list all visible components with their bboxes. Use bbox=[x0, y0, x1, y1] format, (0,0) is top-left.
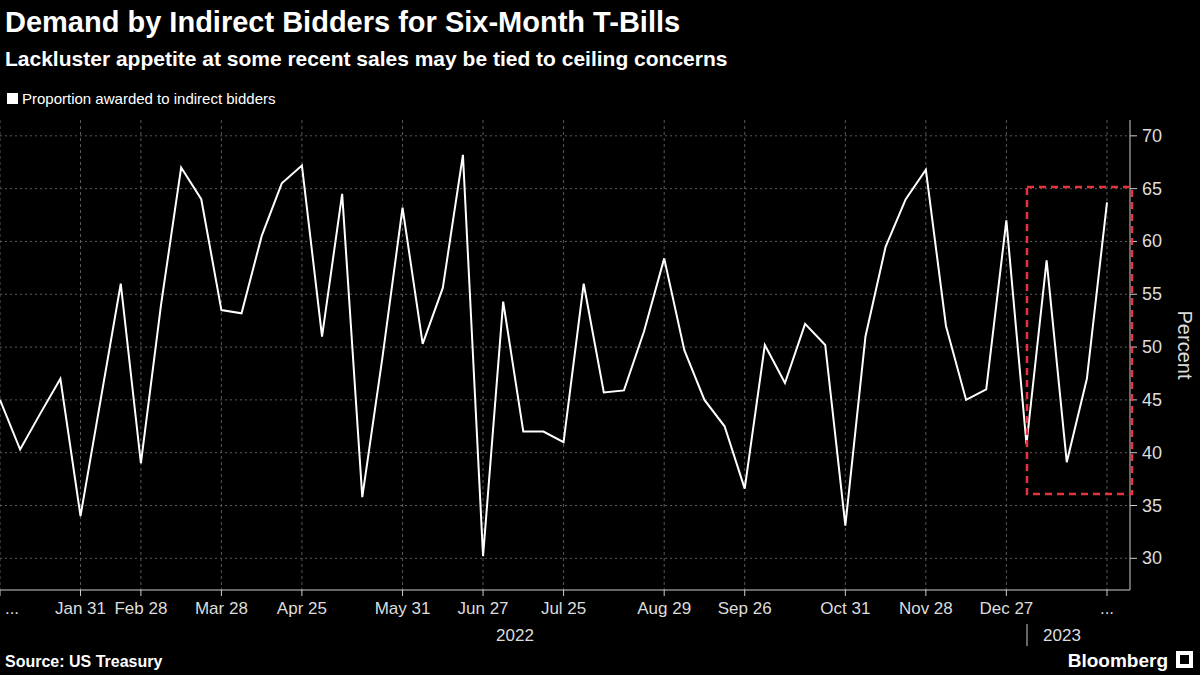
x-tick-label: Jul 25 bbox=[541, 599, 586, 618]
y-tick-label: 55 bbox=[1142, 284, 1162, 304]
y-tick-label: 30 bbox=[1142, 548, 1162, 568]
chart-svg: Demand by Indirect Bidders for Six-Month… bbox=[0, 0, 1200, 675]
x-grid-line bbox=[925, 120, 926, 590]
y-grid-line bbox=[0, 452, 1130, 453]
x-tick bbox=[1006, 590, 1007, 596]
y-tick bbox=[1130, 505, 1137, 506]
x-tick bbox=[0, 590, 1, 596]
x-tick-label: Jun 27 bbox=[458, 599, 509, 618]
y-tick-label: 65 bbox=[1142, 179, 1162, 199]
x-grid-line bbox=[140, 120, 141, 590]
x-group-label: 2022 bbox=[496, 626, 534, 645]
y-grid-line bbox=[0, 135, 1130, 136]
x-grid-line bbox=[1107, 120, 1108, 590]
y-tick-label: 50 bbox=[1142, 337, 1162, 357]
y-tick bbox=[1130, 294, 1137, 295]
x-tick-label: Mar 28 bbox=[195, 599, 248, 618]
brand-icon bbox=[1176, 651, 1193, 668]
x-grid-line bbox=[0, 120, 1, 590]
x-tick-label: Oct 31 bbox=[820, 599, 870, 618]
x-axis-line bbox=[0, 590, 1130, 591]
brand-icon-inner bbox=[1180, 655, 1189, 664]
legend-swatch bbox=[7, 93, 18, 104]
source: Source: US Treasury bbox=[5, 653, 163, 670]
y-tick-label: 35 bbox=[1142, 496, 1162, 516]
x-tick bbox=[845, 590, 846, 596]
y-tick bbox=[1130, 452, 1137, 453]
y-grid-line bbox=[0, 188, 1130, 189]
x-tick-label: ... bbox=[5, 599, 19, 618]
x-tick bbox=[744, 590, 745, 596]
y-axis-line bbox=[1130, 120, 1131, 590]
y-grid-line bbox=[0, 294, 1130, 295]
x-tick-label: Apr 25 bbox=[277, 599, 327, 618]
x-tick-label: Sep 26 bbox=[718, 599, 772, 618]
x-tick bbox=[80, 590, 81, 596]
x-tick bbox=[483, 590, 484, 596]
y-grid-line bbox=[0, 505, 1130, 506]
highlight-box bbox=[1027, 187, 1132, 494]
brand: Bloomberg bbox=[1068, 650, 1168, 671]
x-tick-label: ... bbox=[1100, 599, 1114, 618]
x-tick-label: Aug 29 bbox=[637, 599, 691, 618]
year-separator bbox=[1027, 624, 1028, 646]
y-tick bbox=[1130, 188, 1137, 189]
x-grid-line bbox=[80, 120, 81, 590]
x-tick bbox=[402, 590, 403, 596]
y-grid-line bbox=[0, 558, 1130, 559]
y-tick bbox=[1130, 558, 1137, 559]
y-axis-label: Percent bbox=[1174, 311, 1196, 380]
x-tick-label: Jan 31 bbox=[55, 599, 106, 618]
y-grid-line bbox=[0, 347, 1130, 348]
x-grid-line bbox=[402, 120, 403, 590]
background bbox=[0, 0, 1200, 675]
x-grid-line bbox=[744, 120, 745, 590]
x-tick-label: Nov 28 bbox=[899, 599, 953, 618]
x-tick-label: May 31 bbox=[375, 599, 431, 618]
x-tick bbox=[140, 590, 141, 596]
x-tick-label: Dec 27 bbox=[979, 599, 1033, 618]
x-tick bbox=[1107, 590, 1108, 596]
x-group-label: 2023 bbox=[1043, 626, 1081, 645]
x-tick-label: Feb 28 bbox=[114, 599, 167, 618]
x-grid-line bbox=[221, 120, 222, 590]
y-tick-label: 45 bbox=[1142, 390, 1162, 410]
y-tick-label: 40 bbox=[1142, 443, 1162, 463]
x-grid-line bbox=[1006, 120, 1007, 590]
x-tick bbox=[301, 590, 302, 596]
x-grid-line bbox=[664, 120, 665, 590]
title: Demand by Indirect Bidders for Six-Month… bbox=[5, 6, 680, 38]
y-tick-label: 70 bbox=[1142, 126, 1162, 146]
series-line bbox=[0, 155, 1107, 556]
x-tick bbox=[563, 590, 564, 596]
x-grid-line bbox=[301, 120, 302, 590]
plot-group bbox=[0, 155, 1107, 556]
x-tick bbox=[221, 590, 222, 596]
x-grid-line bbox=[563, 120, 564, 590]
x-grid-line bbox=[483, 120, 484, 590]
chart-container: Demand by Indirect Bidders for Six-Month… bbox=[0, 0, 1200, 675]
subtitle: Lackluster appetite at some recent sales… bbox=[5, 47, 727, 70]
y-tick-label: 60 bbox=[1142, 231, 1162, 251]
x-tick bbox=[925, 590, 926, 596]
x-tick bbox=[664, 590, 665, 596]
y-tick bbox=[1130, 135, 1137, 136]
legend-label: Proportion awarded to indirect bidders bbox=[22, 90, 275, 107]
y-grid-line bbox=[0, 399, 1130, 400]
